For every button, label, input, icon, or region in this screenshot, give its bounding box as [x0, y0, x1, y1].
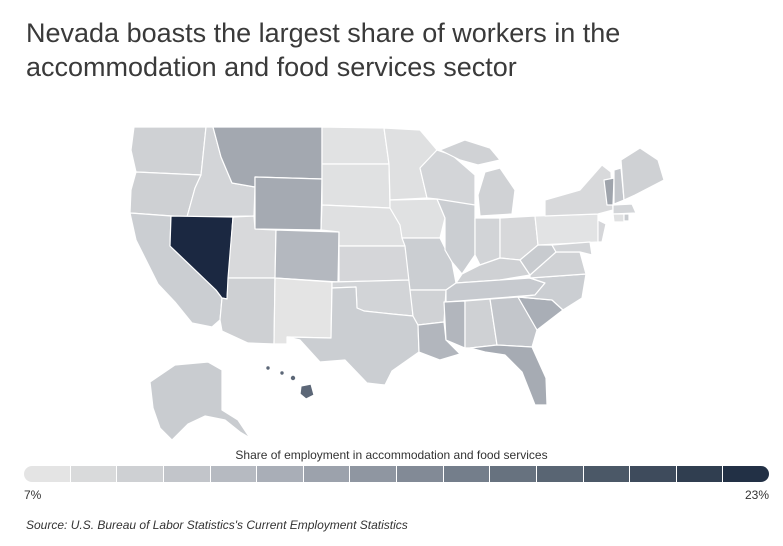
legend-swatch-2: [70, 466, 117, 482]
legend-swatch-5: [210, 466, 257, 482]
state-colorado[interactable]: [274, 229, 340, 283]
state-illinois[interactable]: [436, 198, 476, 275]
legend-swatch-8: [350, 466, 396, 482]
state-maine[interactable]: [620, 147, 665, 201]
legend-min-label: 7%: [24, 488, 42, 502]
state-north-dakota[interactable]: [321, 126, 390, 165]
chart-title: Nevada boasts the largest share of worke…: [26, 16, 766, 84]
state-kansas[interactable]: [338, 245, 411, 283]
state-maryland[interactable]: [551, 241, 593, 256]
legend-swatch-11: [490, 466, 536, 482]
state-north-carolina[interactable]: [517, 273, 587, 311]
state-hawaii-islands-1: [265, 365, 271, 371]
state-connecticut[interactable]: [612, 213, 625, 223]
legend-title: Share of employment in accommodation and…: [235, 448, 548, 462]
state-arizona[interactable]: [219, 277, 276, 345]
state-hawaii-islands-2: [279, 370, 285, 376]
state-massachusetts[interactable]: [612, 203, 637, 215]
state-washington[interactable]: [130, 126, 207, 176]
state-indiana[interactable]: [474, 217, 501, 266]
title-line-1: Nevada boasts the largest share of worke…: [26, 18, 621, 48]
state-mississippi[interactable]: [443, 300, 466, 349]
legend-swatch-4: [163, 466, 210, 482]
state-georgia[interactable]: [489, 296, 538, 348]
state-michigan-upper[interactable]: [439, 139, 501, 166]
state-texas[interactable]: [286, 286, 420, 386]
state-new-york[interactable]: [544, 164, 614, 217]
title-line-2: accommodation and food services sector: [26, 52, 517, 82]
state-new-jersey[interactable]: [597, 219, 607, 243]
legend-swatch-13: [583, 466, 630, 482]
state-alaska[interactable]: [149, 361, 251, 441]
legend-swatch-15: [676, 466, 723, 482]
source-note: Source: U.S. Bureau of Labor Statistics'…: [26, 518, 408, 532]
state-hawaii-islands-3: [289, 374, 297, 382]
legend-swatch-14: [630, 466, 676, 482]
legend-swatch-9: [397, 466, 443, 482]
legend-swatch-12: [536, 466, 583, 482]
legend-swatch-7: [303, 466, 350, 482]
state-florida[interactable]: [469, 344, 548, 406]
state-arkansas[interactable]: [409, 289, 447, 326]
state-south-dakota[interactable]: [321, 163, 391, 209]
legend-swatch-16: [723, 466, 769, 482]
legend-color-scale: [24, 466, 769, 482]
legend-swatch-6: [257, 466, 303, 482]
state-pennsylvania[interactable]: [534, 213, 599, 246]
state-louisiana[interactable]: [417, 321, 461, 361]
legend-swatch-3: [117, 466, 163, 482]
legend-swatch-10: [443, 466, 490, 482]
legend-max-label: 23%: [744, 488, 769, 502]
state-hawaii[interactable]: [299, 383, 315, 400]
state-wyoming[interactable]: [254, 176, 323, 231]
state-rhode-island[interactable]: [623, 213, 630, 222]
state-michigan[interactable]: [477, 167, 516, 217]
state-new-mexico[interactable]: [273, 277, 333, 345]
legend-swatch-1: [24, 466, 70, 482]
